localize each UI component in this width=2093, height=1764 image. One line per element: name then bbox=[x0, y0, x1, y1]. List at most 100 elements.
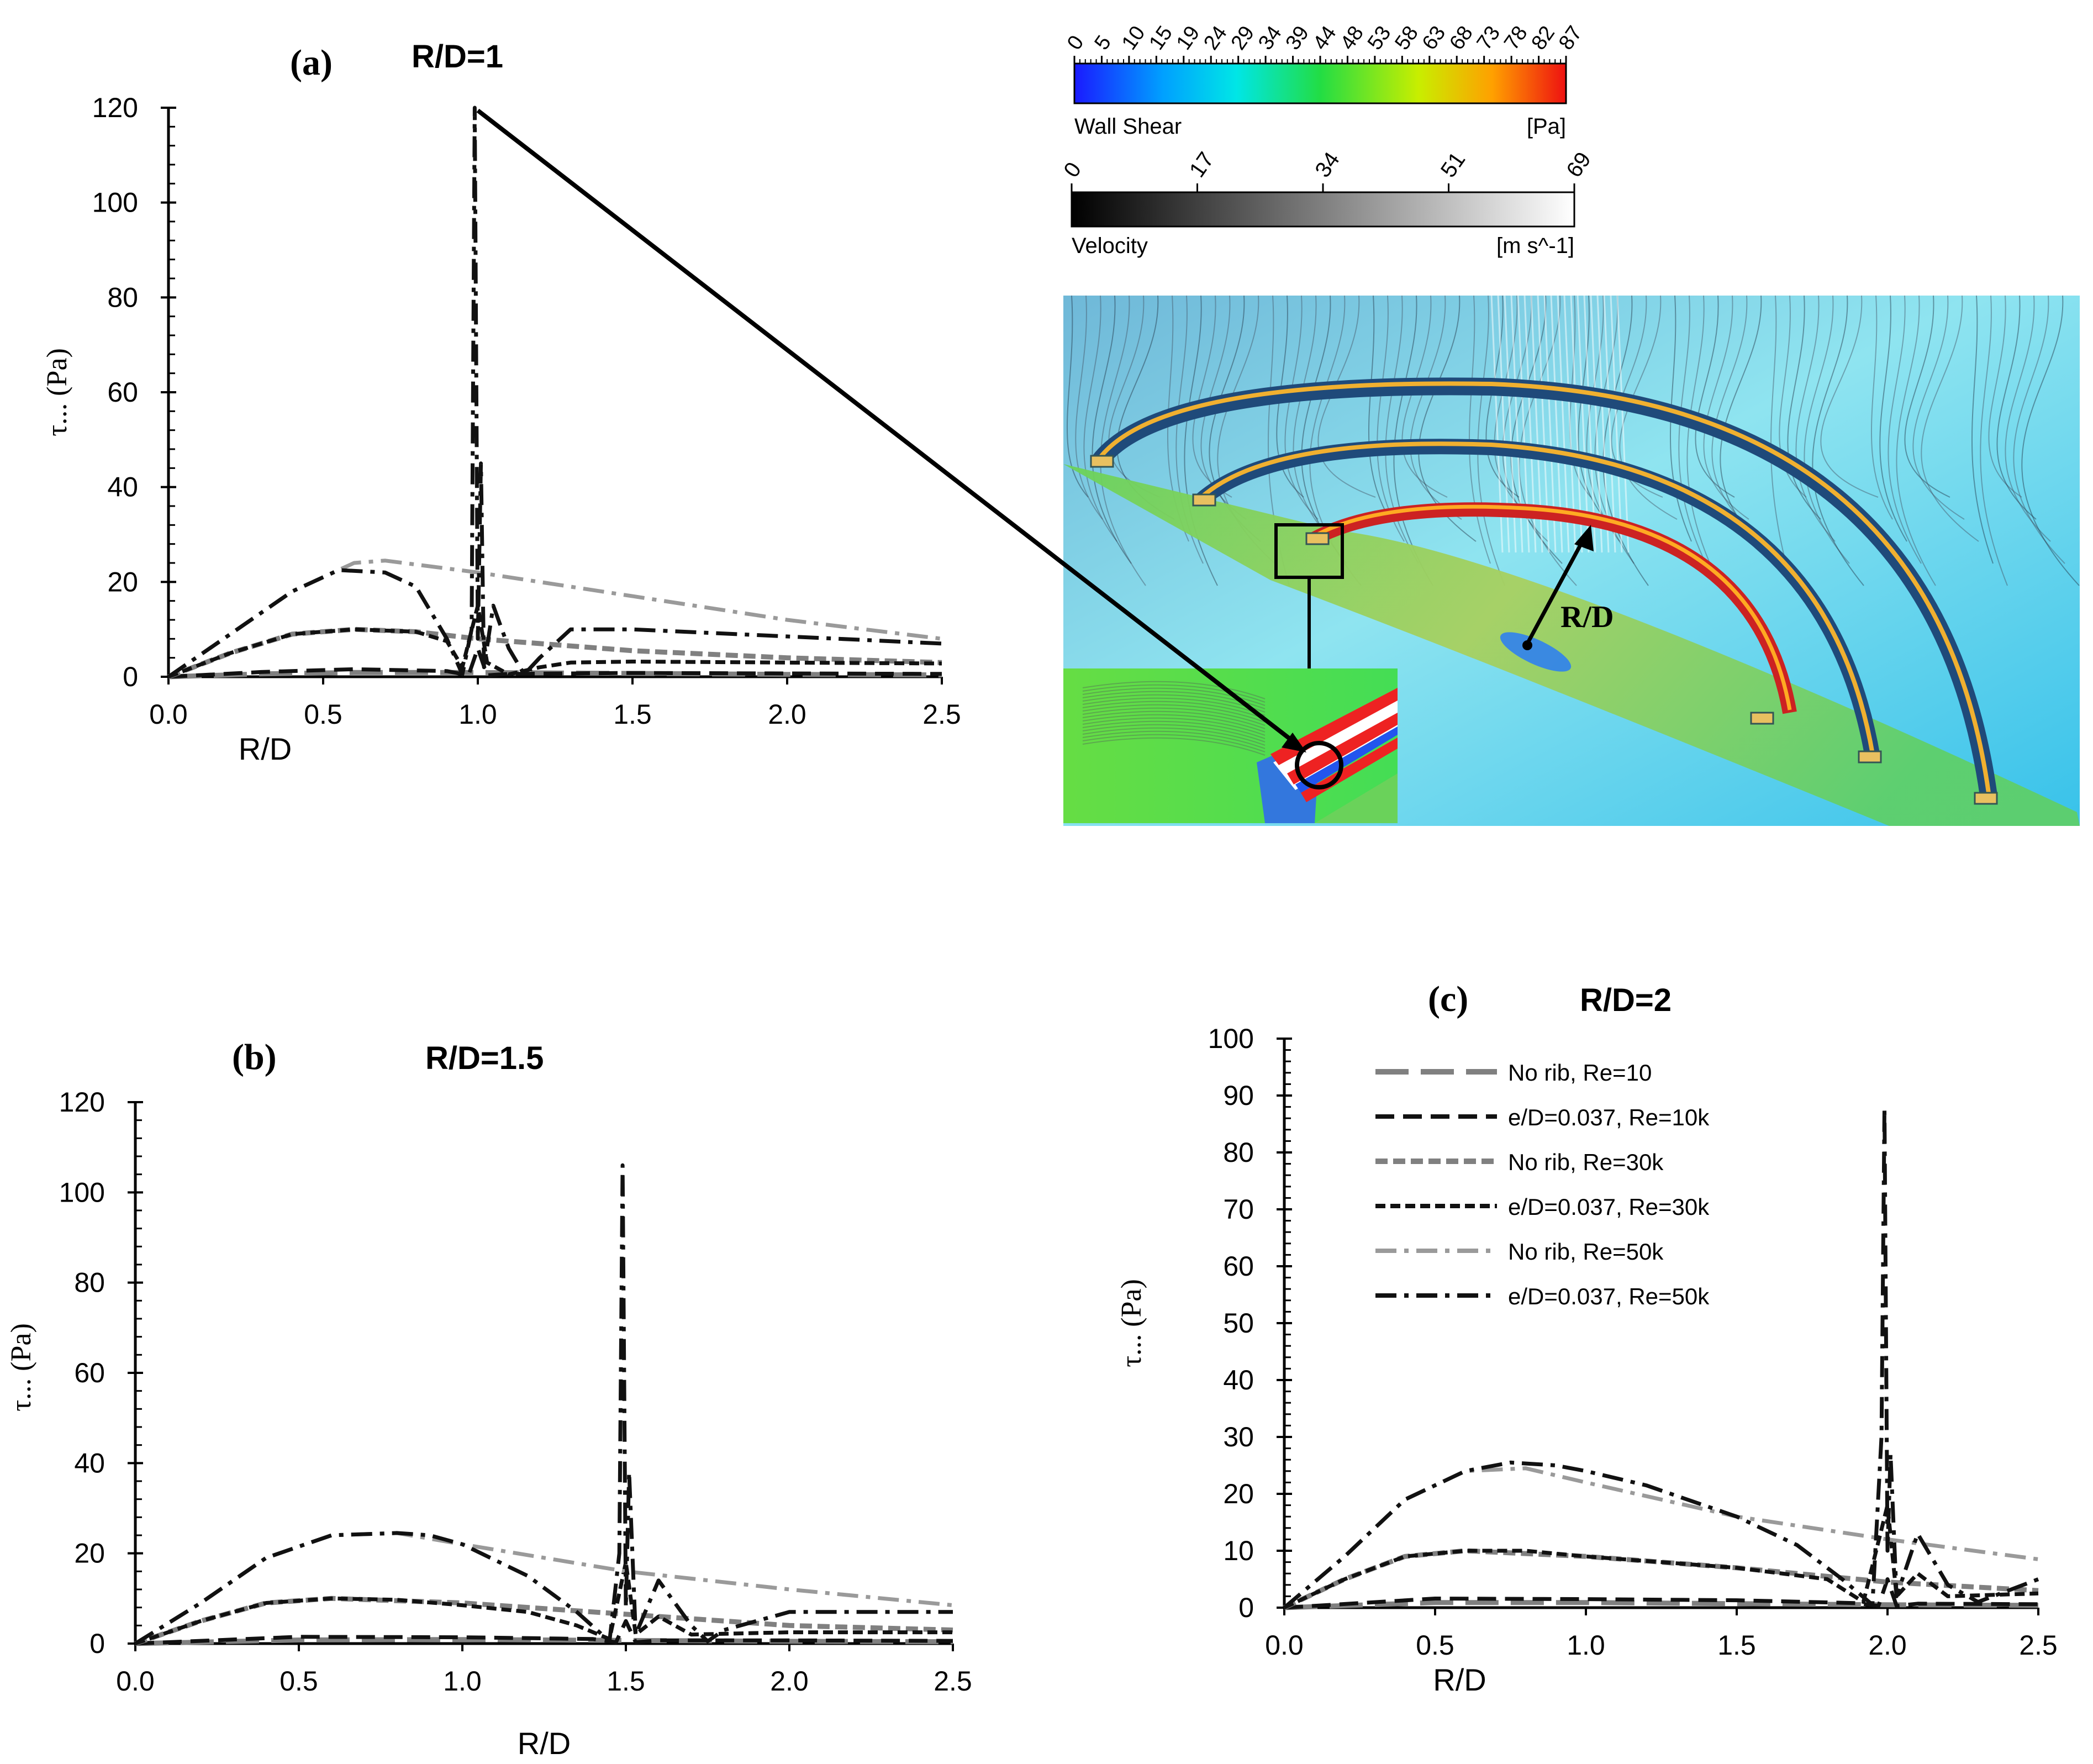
x-tick-label: 1.0 bbox=[458, 699, 497, 730]
streamline-highlight bbox=[1583, 296, 1596, 553]
cfd-render: R/D bbox=[476, 108, 2080, 826]
streamline bbox=[2013, 296, 2065, 564]
render-plate bbox=[1063, 464, 2080, 826]
shear-tick-label: 82 bbox=[1527, 22, 1560, 54]
inset-streak bbox=[1082, 720, 1266, 739]
streamline bbox=[1066, 296, 1089, 498]
inset-streak bbox=[1082, 710, 1266, 729]
series-line-5 bbox=[1283, 1466, 2039, 1609]
y-tick-label: 40 bbox=[1223, 1365, 1254, 1396]
y-tick-label: 20 bbox=[1223, 1478, 1254, 1509]
series-line-2 bbox=[168, 646, 942, 679]
inset-streak bbox=[1082, 727, 1266, 746]
velocity-label: Velocity bbox=[1072, 234, 1148, 258]
inset-streak bbox=[1082, 734, 1266, 752]
legend-label-3: No rib, Re=30k bbox=[1508, 1149, 1664, 1175]
streamline bbox=[1393, 296, 1433, 586]
legend-label-2: e/D=0.037, Re=10k bbox=[1508, 1104, 1710, 1130]
shear-tick-label: 0 bbox=[1063, 31, 1089, 54]
streamline bbox=[2005, 296, 2051, 542]
y-tick-label: 100 bbox=[92, 187, 138, 218]
inset-blue-band bbox=[1295, 726, 1398, 793]
streamline bbox=[1368, 296, 1390, 520]
y-tick-label: 0 bbox=[123, 661, 138, 692]
streamline bbox=[1804, 296, 1850, 564]
velocity-tick-label: 17 bbox=[1185, 148, 1219, 182]
plot-a: 0 20 40 60 80 100 120 0.0 0.5 1.0 1.5 2.0 2.5 R/D τ...… bbox=[41, 92, 961, 766]
panel-c: (c) R/D=2 0 10 20 30 40 50 60 70 80 90 100 0.0 0.5 1.… bbox=[1116, 979, 2058, 1697]
streamline bbox=[1870, 296, 1893, 520]
shear-tick-label: 48 bbox=[1336, 22, 1368, 54]
streamline bbox=[1988, 296, 2022, 498]
inset-streak bbox=[1082, 717, 1266, 736]
rib-outer-highlight bbox=[1097, 381, 1991, 793]
shear-tick-label: 29 bbox=[1227, 22, 1259, 54]
streamline bbox=[1519, 296, 1577, 586]
y-axis-label: τ... (Pa) bbox=[6, 1323, 37, 1412]
streamline bbox=[1971, 296, 1994, 564]
panel-b: (b) R/D=1.5 0 20 40 60 80 100 120 0.0 0.5 1.0 1.5 2… bbox=[6, 1037, 972, 1761]
streamline-highlight bbox=[1610, 296, 1623, 553]
rib-end-3 bbox=[1305, 532, 1330, 545]
rd-arrow-line bbox=[1525, 535, 1588, 645]
streamline-highlight bbox=[1570, 296, 1583, 553]
y-tick-label: 40 bbox=[74, 1447, 105, 1478]
inset-streak bbox=[1082, 707, 1266, 726]
y-tick-label: 80 bbox=[1223, 1137, 1254, 1168]
x-axis-label: R/D bbox=[518, 1726, 571, 1761]
x-tick-label: 2.5 bbox=[934, 1666, 972, 1697]
x-tick-label: 2.5 bbox=[2019, 1630, 2058, 1661]
x-tick-label: 1.0 bbox=[443, 1666, 482, 1697]
rd-arrowhead bbox=[1574, 525, 1594, 551]
y-axis-label: τ... (Pa) bbox=[1116, 1279, 1147, 1367]
shear-tick-label: 73 bbox=[1473, 22, 1505, 54]
y-tick-label: 0 bbox=[1238, 1592, 1254, 1623]
y-tick-label: 100 bbox=[1208, 1023, 1254, 1054]
x-tick-label: 0.0 bbox=[149, 699, 188, 730]
streamline bbox=[1578, 296, 1606, 520]
render-blue-spot bbox=[1500, 632, 1572, 672]
y-tick-label: 70 bbox=[1223, 1194, 1254, 1225]
rib-end-2 bbox=[1192, 493, 1216, 507]
series-line-4 bbox=[1283, 1503, 2039, 1610]
streamline bbox=[1921, 296, 1979, 542]
streamline bbox=[1912, 296, 1965, 520]
x-tick-label: 1.0 bbox=[1567, 1630, 1605, 1661]
series-line-6 bbox=[1283, 1105, 2039, 1609]
legend-label-6: e/D=0.037, Re=50k bbox=[1508, 1283, 1710, 1309]
x-tick-label: 0.0 bbox=[1265, 1630, 1304, 1661]
streamline bbox=[1317, 296, 1376, 498]
streamline bbox=[1276, 296, 1304, 498]
streamline bbox=[1410, 296, 1462, 520]
streamline bbox=[1888, 296, 1922, 564]
streamline bbox=[1083, 296, 1117, 542]
inset-red-band-2 bbox=[1287, 713, 1398, 784]
inset-streak bbox=[1082, 724, 1266, 743]
streamline bbox=[1896, 296, 1936, 586]
shear-tick-label: 34 bbox=[1254, 22, 1287, 54]
velocity-tick-label: 51 bbox=[1436, 148, 1470, 182]
streamline bbox=[1108, 296, 1161, 498]
inset-green-tail bbox=[1315, 773, 1398, 823]
series-line-1 bbox=[1284, 1600, 2039, 1610]
plot-b: 0 20 40 60 80 100 120 0.0 0.5 1.0 1.5 2.0 2.5 R/D τ...… bbox=[6, 1087, 972, 1761]
inset-closeup bbox=[1063, 668, 1398, 823]
y-tick-label: 50 bbox=[1223, 1308, 1254, 1339]
legend-label-1: No rib, Re=10 bbox=[1508, 1060, 1652, 1086]
series-line-2 bbox=[135, 1619, 953, 1646]
x-tick-label: 0.5 bbox=[1416, 1630, 1454, 1661]
inset-streak bbox=[1082, 737, 1266, 756]
streamline bbox=[1820, 296, 1879, 498]
shear-tick-label: 68 bbox=[1445, 22, 1478, 54]
rib-end-4 bbox=[1750, 712, 1774, 725]
streamline bbox=[1301, 296, 1347, 564]
y-tick-label: 120 bbox=[92, 92, 138, 123]
x-tick-label: 2.0 bbox=[768, 699, 806, 730]
rib-inner-highlight bbox=[1314, 504, 1792, 710]
y-tick-label: 20 bbox=[74, 1538, 105, 1569]
streamline bbox=[1377, 296, 1405, 542]
panel-c-title: R/D=2 bbox=[1580, 982, 1672, 1018]
streamline bbox=[1586, 296, 1620, 542]
